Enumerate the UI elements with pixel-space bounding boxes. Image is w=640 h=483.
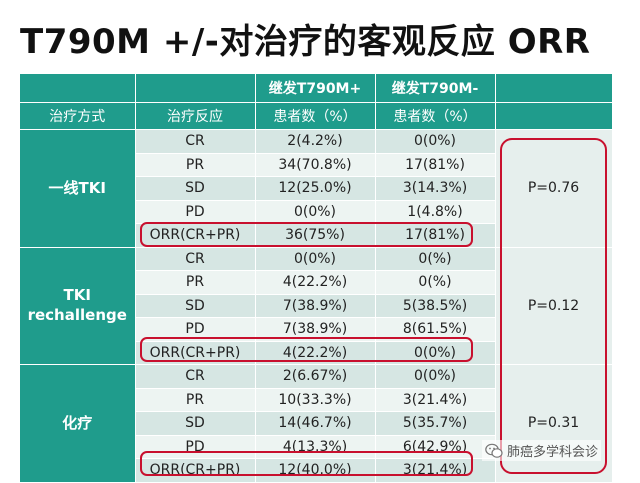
response-cell: PR xyxy=(135,270,256,295)
negative-cell: 0(0%) xyxy=(375,341,496,365)
table-row: 化疗 CR 2(6.67%) 0(0%) P=0.31 xyxy=(20,364,613,483)
header-cell xyxy=(20,74,136,103)
group-label-tki-rechallenge: TKI rechallenge xyxy=(20,247,136,365)
header-t790m-negative: 继发T790M- xyxy=(375,74,496,103)
header-treatment-response: 治疗反应 xyxy=(135,102,256,130)
response-cell: PD xyxy=(135,317,256,342)
negative-cell: 0(%) xyxy=(375,247,496,271)
negative-cell: 0(0%) xyxy=(375,129,496,154)
positive-cell: 0(0%) xyxy=(255,247,376,271)
positive-cell: 10(33.3%) xyxy=(255,388,376,412)
table-row: PR 10(33.3%) 3(21.4%) xyxy=(20,388,612,412)
response-cell: PR xyxy=(135,388,256,412)
table-row: PD 0(0%) 1(4.8%) xyxy=(20,200,612,224)
response-cell: PD xyxy=(135,435,256,459)
p-value-cell: P=0.12 xyxy=(495,247,613,365)
wechat-icon xyxy=(485,443,503,458)
table-row: SD 7(38.9%) 5(38.5%) xyxy=(20,294,612,318)
table-row: SD 14(46.7%) 5(35.7%) xyxy=(20,411,612,436)
positive-cell: 34(70.8%) xyxy=(255,153,376,177)
positive-cell: 12(40.0%) xyxy=(255,458,376,483)
table-row: SD 12(25.0%) 3(14.3%) xyxy=(20,176,612,201)
orr-row: ORR(CR+PR) 12(40.0%) 3(21.4%) xyxy=(20,458,612,483)
table-row: PD 7(38.9%) 8(61.5%) xyxy=(20,317,612,342)
orr-table: 继发T790M+ 继发T790M- 治疗方式 治疗反应 患者数（%） 患者数（%… xyxy=(20,74,613,483)
negative-cell: 5(35.7%) xyxy=(375,411,496,436)
negative-cell: 8(61.5%) xyxy=(375,317,496,342)
response-cell: ORR(CR+PR) xyxy=(135,223,256,248)
response-cell: CR xyxy=(135,129,256,154)
group-label-chemotherapy: 化疗 xyxy=(20,364,136,483)
negative-cell: 0(%) xyxy=(375,270,496,295)
header-cell xyxy=(495,74,613,103)
response-cell: SD xyxy=(135,294,256,318)
negative-cell: 3(14.3%) xyxy=(375,176,496,201)
watermark: 肺癌多学科会诊 xyxy=(482,440,602,461)
header-row-top: 继发T790M+ 继发T790M- xyxy=(20,74,613,103)
negative-cell: 3(21.4%) xyxy=(375,388,496,412)
response-cell: CR xyxy=(135,247,256,271)
group-label-line: rechallenge xyxy=(27,305,127,324)
positive-cell: 4(22.2%) xyxy=(255,270,376,295)
orr-row: ORR(CR+PR) 4(22.2%) 0(0%) xyxy=(20,341,612,365)
header-cell xyxy=(495,102,613,130)
positive-cell: 7(38.9%) xyxy=(255,317,376,342)
positive-cell: 12(25.0%) xyxy=(255,176,376,201)
negative-cell: 0(0%) xyxy=(375,364,496,389)
response-cell: SD xyxy=(135,176,256,201)
group-label-line: 一线TKI xyxy=(48,178,106,197)
table-row: PR 4(22.2%) 0(%) xyxy=(20,270,612,295)
group-label-first-line-tki: 一线TKI xyxy=(20,129,136,248)
table-row: TKI rechallenge CR 0(0%) 0(%) P=0.12 xyxy=(20,247,613,365)
header-treatment-method: 治疗方式 xyxy=(20,102,136,130)
table-row: 一线TKI CR 2(4.2%) 0(0%) P=0.76 xyxy=(20,129,613,248)
response-cell: CR xyxy=(135,364,256,389)
group-label-line: TKI xyxy=(63,286,91,305)
response-cell: ORR(CR+PR) xyxy=(135,341,256,365)
positive-cell: 2(6.67%) xyxy=(255,364,376,389)
negative-cell: 1(4.8%) xyxy=(375,200,496,224)
watermark-text: 肺癌多学科会诊 xyxy=(507,445,599,460)
response-cell: SD xyxy=(135,411,256,436)
group-label-line: 化疗 xyxy=(62,413,93,432)
response-cell: PD xyxy=(135,200,256,224)
negative-cell: 5(38.5%) xyxy=(375,294,496,318)
positive-cell: 7(38.9%) xyxy=(255,294,376,318)
positive-cell: 2(4.2%) xyxy=(255,129,376,154)
negative-cell: 17(81%) xyxy=(375,223,496,248)
header-cell xyxy=(135,74,256,103)
header-patient-count-positive: 患者数（%） xyxy=(255,102,376,130)
table-row: PR 34(70.8%) 17(81%) xyxy=(20,153,612,177)
header-patient-count-negative: 患者数（%） xyxy=(375,102,496,130)
p-value-cell: P=0.76 xyxy=(495,129,613,248)
orr-row: ORR(CR+PR) 36(75%) 17(81%) xyxy=(20,223,612,248)
table-row: PD 4(13.3%) 6(42.9%) xyxy=(20,435,612,459)
response-cell: PR xyxy=(135,153,256,177)
positive-cell: 14(46.7%) xyxy=(255,411,376,436)
negative-cell: 6(42.9%) xyxy=(375,435,496,459)
p-value-cell: P=0.31 xyxy=(495,364,613,483)
response-cell: ORR(CR+PR) xyxy=(135,458,256,483)
positive-cell: 0(0%) xyxy=(255,200,376,224)
negative-cell: 3(21.4%) xyxy=(375,458,496,483)
positive-cell: 4(13.3%) xyxy=(255,435,376,459)
header-t790m-positive: 继发T790M+ xyxy=(255,74,376,103)
positive-cell: 4(22.2%) xyxy=(255,341,376,365)
page-title: T790M +/-对治疗的客观反应 ORR xyxy=(20,22,591,62)
positive-cell: 36(75%) xyxy=(255,223,376,248)
negative-cell: 17(81%) xyxy=(375,153,496,177)
header-row-sub: 治疗方式 治疗反应 患者数（%） 患者数（%） xyxy=(20,102,613,130)
